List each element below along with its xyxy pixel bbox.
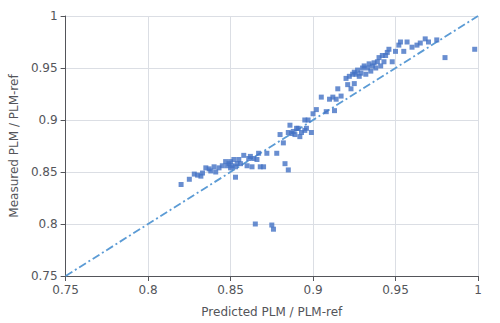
svg-text:0.95: 0.95 (31, 61, 58, 75)
svg-text:Predicted PLM / PLM-ref: Predicted PLM / PLM-ref (201, 305, 343, 319)
svg-text:0.9: 0.9 (39, 113, 58, 127)
svg-text:1: 1 (474, 283, 482, 297)
svg-text:0.85: 0.85 (31, 165, 58, 179)
svg-text:0.75: 0.75 (31, 269, 58, 283)
svg-text:1: 1 (50, 9, 58, 23)
svg-text:0.75: 0.75 (52, 283, 79, 297)
svg-text:Measured PLM / PLM-ref: Measured PLM / PLM-ref (7, 74, 21, 218)
svg-text:0.8: 0.8 (139, 283, 158, 297)
svg-text:0.9: 0.9 (304, 283, 323, 297)
svg-text:0.85: 0.85 (217, 283, 244, 297)
svg-text:0.95: 0.95 (382, 283, 409, 297)
svg-text:0.8: 0.8 (39, 217, 58, 231)
